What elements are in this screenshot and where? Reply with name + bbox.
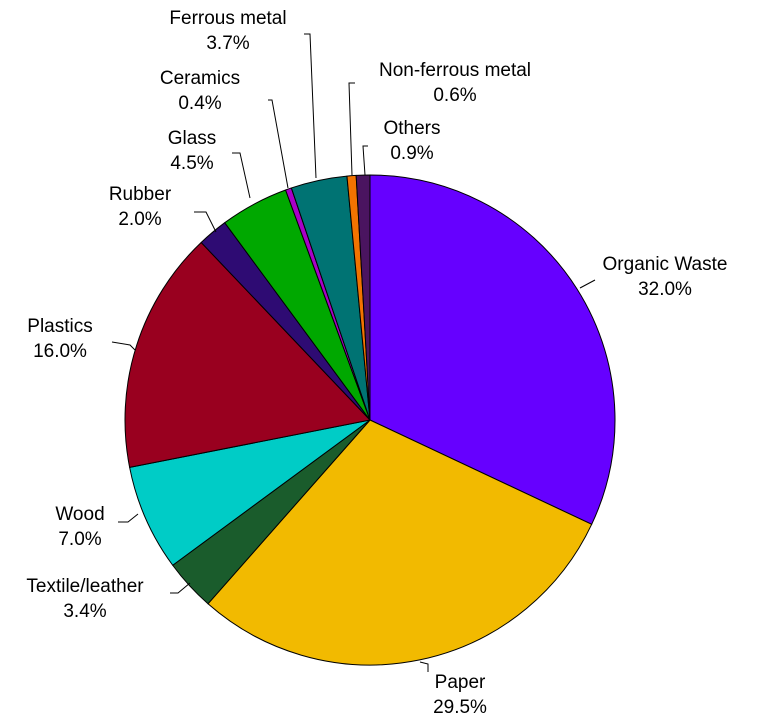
pie-slice-organic-waste	[369, 174, 616, 525]
slice-value-organic-waste: 32.0%	[638, 279, 692, 300]
slice-value-ceramics: 0.4%	[178, 93, 221, 114]
slice-value-others: 0.9%	[390, 143, 433, 164]
slice-value-plastics: 16.0%	[33, 341, 87, 362]
slice-label-ferrous-metal: Ferrous metal	[169, 8, 286, 29]
leader-line-plastics	[111, 341, 136, 351]
slice-label-plastics: Plastics	[27, 316, 92, 337]
leader-line-ferrous-metal	[304, 33, 317, 179]
slice-value-ferrous-metal: 3.7%	[206, 33, 249, 54]
slice-label-others: Others	[383, 118, 440, 139]
leader-line-non-ferrous-metal	[348, 82, 355, 176]
pie-slice-wood	[129, 419, 371, 566]
slice-value-non-ferrous-metal: 0.6%	[433, 85, 476, 106]
leader-line-others	[362, 145, 368, 176]
slices-layer	[124, 174, 616, 666]
leader-lines-layer	[111, 33, 596, 672]
leader-line-paper	[419, 661, 429, 672]
slice-label-ceramics: Ceramics	[160, 68, 240, 89]
slice-label-wood: Wood	[55, 504, 104, 525]
slice-label-organic-waste: Organic Waste	[603, 254, 728, 275]
slice-value-textile-leather: 3.4%	[63, 601, 106, 622]
slice-label-rubber: Rubber	[109, 184, 172, 205]
slice-label-glass: Glass	[168, 128, 217, 149]
slice-label-textile-leather: Textile/leather	[26, 576, 144, 597]
slice-value-glass: 4.5%	[170, 153, 213, 174]
pie-slice-others	[355, 174, 371, 421]
leader-line-glass	[232, 152, 251, 199]
slice-label-non-ferrous-metal: Non-ferrous metal	[379, 60, 531, 81]
leader-line-textile-leather	[170, 582, 191, 594]
leader-line-organic-waste	[579, 279, 596, 289]
slice-value-rubber: 2.0%	[118, 209, 161, 230]
leader-line-ceramics	[268, 99, 289, 189]
labels-layer: Organic Waste 32.0% Paper 29.5% Textile/leat…	[26, 8, 728, 718]
leader-line-rubber	[194, 211, 217, 233]
pie-slice-plastics	[124, 241, 371, 468]
slice-label-paper: Paper	[435, 672, 486, 693]
leader-line-wood	[118, 513, 139, 523]
pie-slice-paper	[207, 419, 593, 666]
slice-value-wood: 7.0%	[58, 529, 101, 550]
slice-value-paper: 29.5%	[433, 697, 487, 715]
